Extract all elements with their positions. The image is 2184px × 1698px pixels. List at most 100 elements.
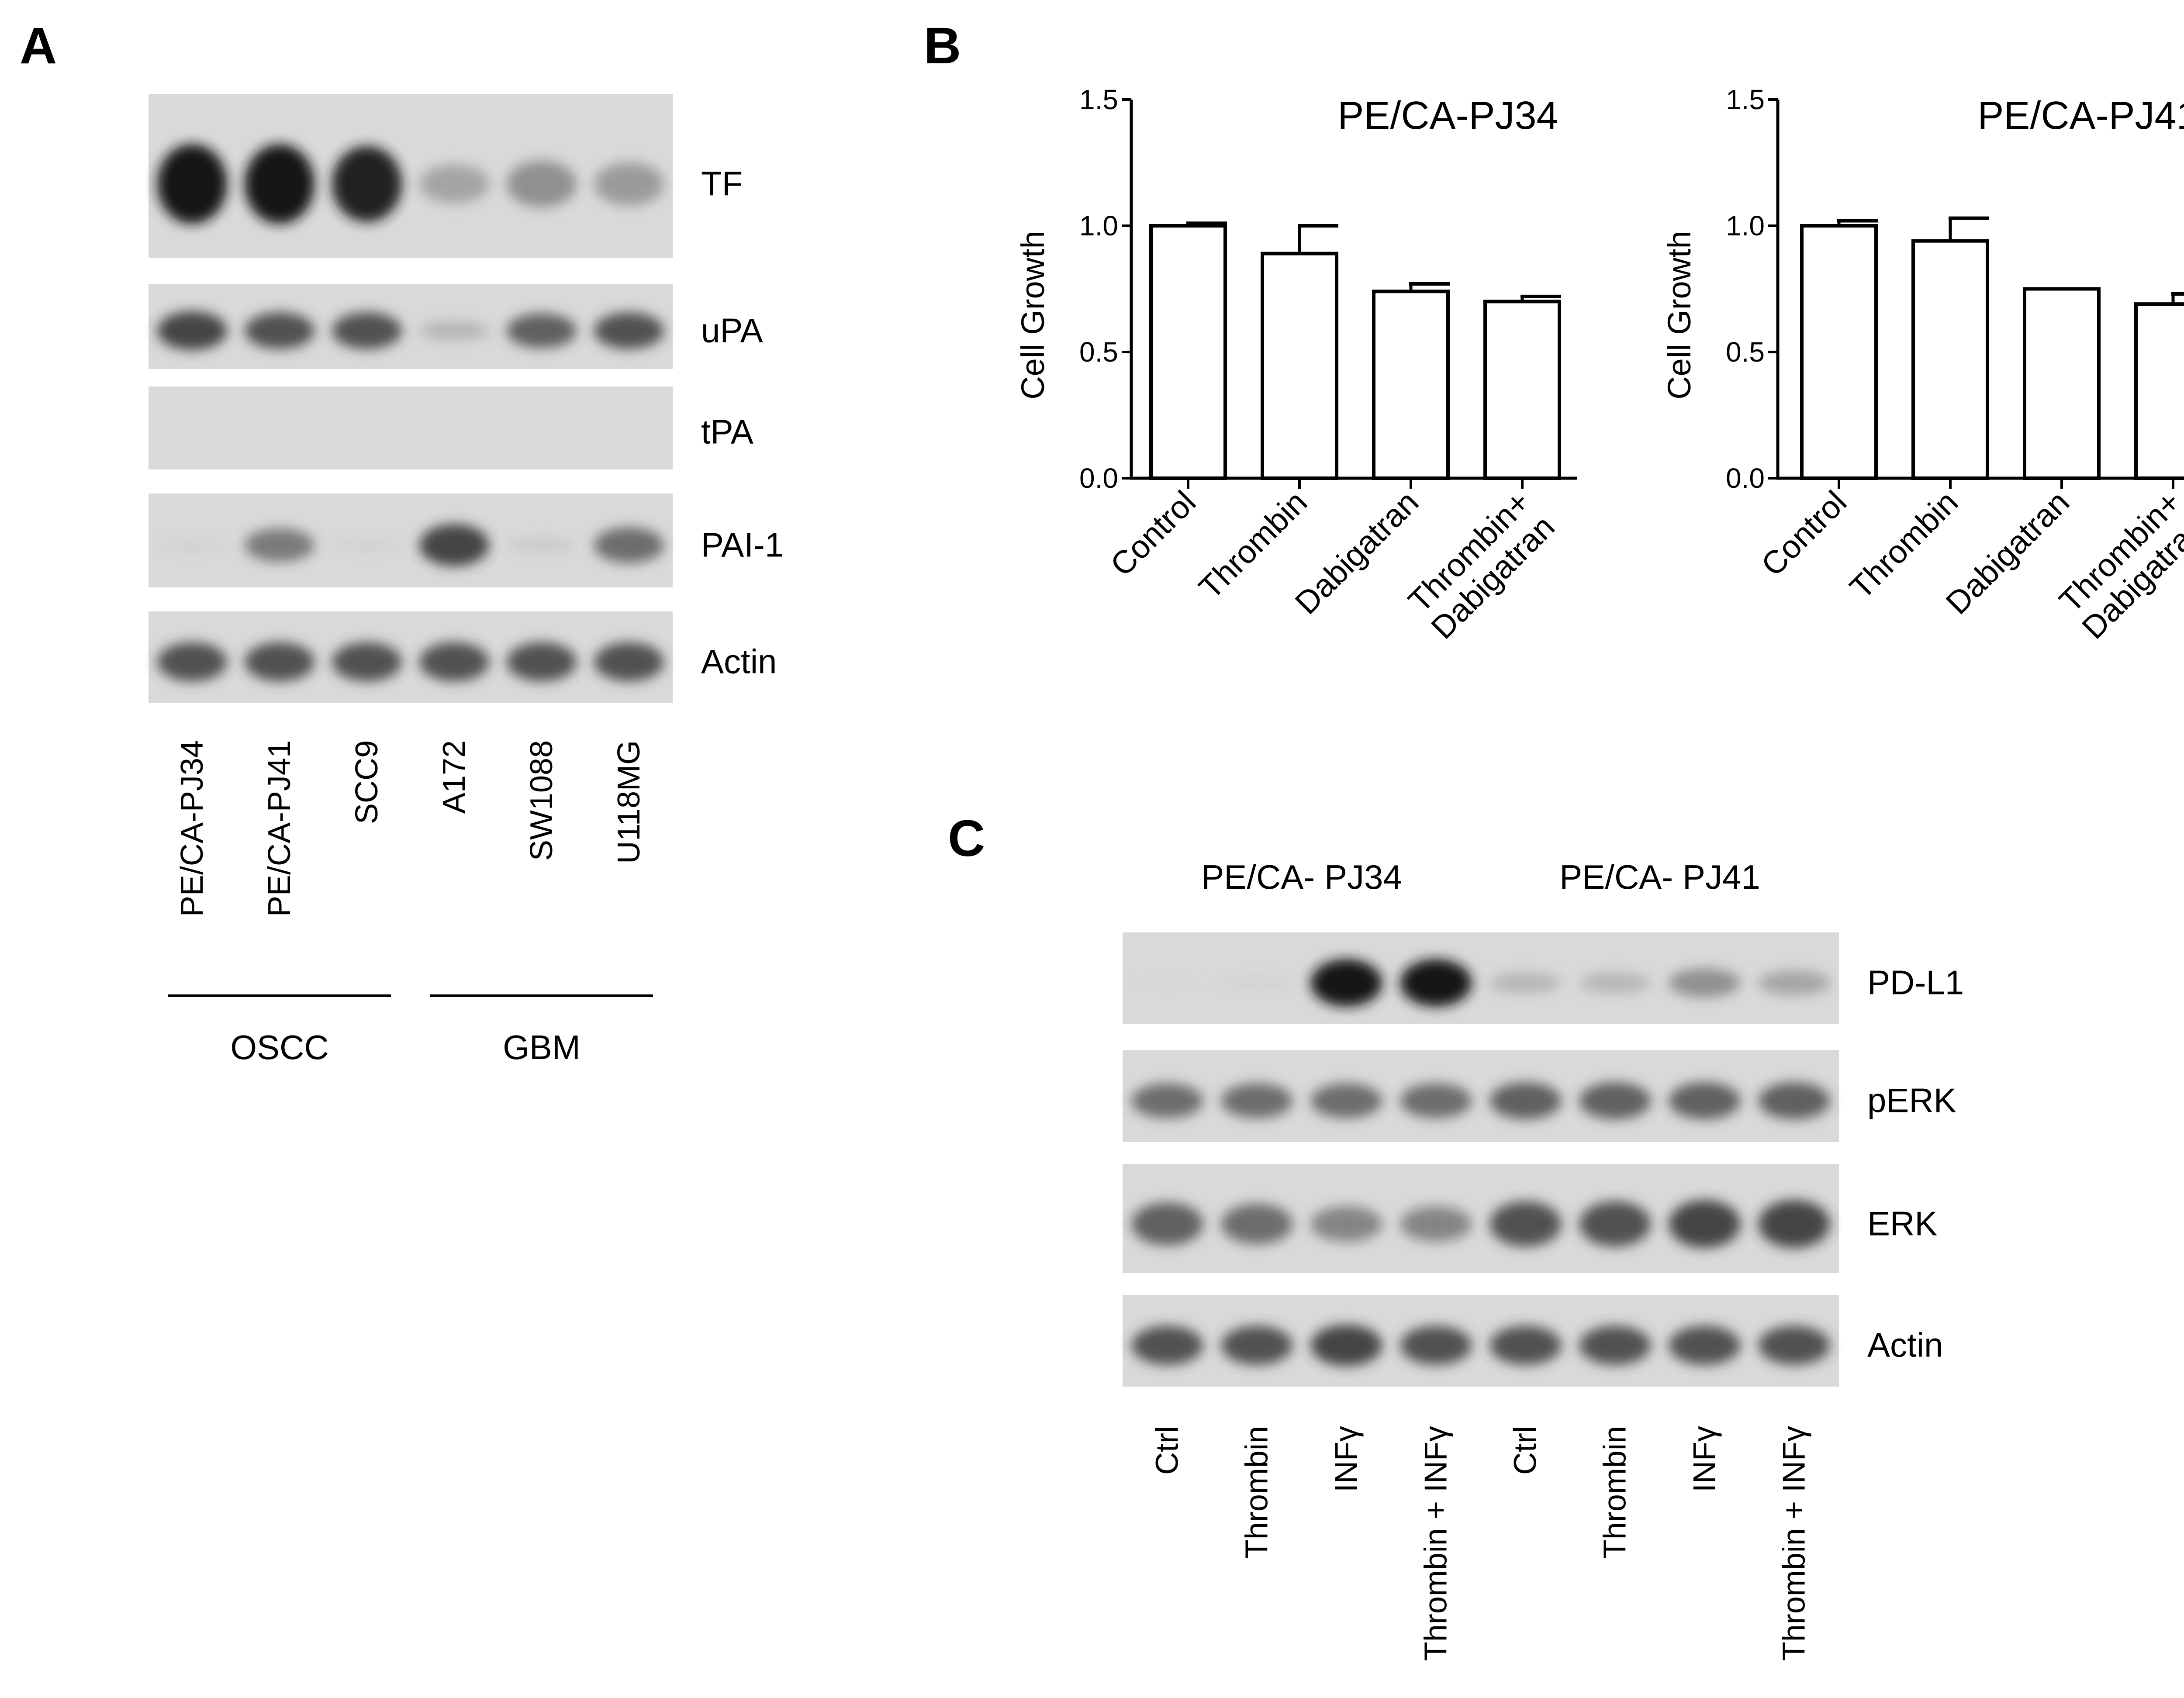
panel-c-band (1669, 1082, 1741, 1119)
panel-c-band (1489, 1082, 1562, 1119)
panel-c-band (1131, 1083, 1203, 1118)
bar (2134, 302, 2184, 480)
panel-c-band (1310, 1325, 1382, 1366)
panel-c-blot-erk: ERK (1123, 1164, 1937, 1273)
bar (1261, 252, 1338, 480)
panel-a-band (419, 321, 489, 341)
chart-title: PE/CA-PJ34 (1337, 94, 1558, 138)
panel-a-band (507, 642, 577, 682)
y-tick-label: 1.5 (1726, 84, 1765, 115)
panel-label-a: A (20, 17, 57, 75)
panel-a-band (419, 642, 489, 682)
panel-a-band (157, 144, 227, 224)
panel-c-band (1579, 1082, 1651, 1119)
panel-a-lane-label: PE/CA-PJ41 (262, 740, 297, 917)
panel-c-band (1758, 970, 1830, 995)
panel-c-band (1669, 1200, 1741, 1248)
panel-c-lane-label: Thrombin (1598, 1426, 1633, 1559)
panel-a-band (419, 164, 489, 204)
panel-a-blot-upa: uPA (149, 284, 763, 369)
panel-c-band (1310, 1083, 1382, 1118)
panel-c-lane-label: INFγ (1329, 1426, 1364, 1492)
panel-c-lane-label: Ctrl (1508, 1426, 1543, 1475)
panel-a-band (332, 642, 402, 682)
panel-c-group-label: PE/CA- PJ34 (1201, 858, 1402, 896)
bar (2023, 287, 2101, 480)
panel-a-blot-background (149, 611, 673, 703)
panel-c-lane-label: INFγ (1687, 1426, 1722, 1492)
panel-c-band (1758, 1200, 1830, 1248)
y-tick-label: 0.5 (1726, 336, 1765, 368)
bar-chart-1: PE/CA-PJ34 0.0 0.5 1.0 1.5 Cell Growth Control… (1015, 84, 1577, 646)
bar (1911, 239, 1989, 480)
y-axis-label: Cell Growth (1015, 231, 1051, 400)
panel-a-blot-actin: Actin (149, 611, 777, 703)
x-category-label: Control (1754, 484, 1853, 583)
panel-c-band (1131, 978, 1203, 988)
panel-c-band (1758, 1082, 1830, 1119)
y-axis-label: Cell Growth (1661, 231, 1697, 400)
panel-c-band (1400, 1083, 1472, 1118)
chart-title: PE/CA-PJ41 (1977, 94, 2184, 138)
panel-a-band-label: tPA (701, 413, 753, 451)
panel-c-band (1310, 959, 1382, 1007)
bar-chart-2: PE/CA-PJ41 0.0 0.5 1.0 1.5 Cell Growth Control… (1661, 84, 2184, 646)
x-category-label: Control (1103, 484, 1203, 583)
panel-c-band (1221, 1325, 1293, 1365)
panel-c-blot-perk: pERK (1123, 1050, 1956, 1142)
panel-a-band-label: Actin (701, 642, 777, 681)
panel-c-band-label: PD-L1 (1867, 963, 1964, 1002)
panel-a-band (332, 312, 402, 349)
panel-a-band (507, 313, 577, 349)
panel-a-lane-label: PE/CA-PJ34 (175, 740, 210, 917)
panel-label-b: B (924, 17, 961, 75)
panel-c-band (1131, 1202, 1203, 1246)
y-tick-label: 1.0 (1079, 210, 1118, 242)
bar (1372, 290, 1450, 480)
panel-a-band (507, 160, 577, 207)
panel-a-band (507, 538, 577, 552)
panel-a-blot-tpa: tPA (149, 387, 753, 469)
panel-c-band (1400, 1206, 1472, 1242)
panel-c-band (1489, 1325, 1562, 1365)
panel-a-band (594, 642, 664, 682)
panel-c-band (1131, 1325, 1203, 1365)
panel-a-blot-pai-1: PAI-1 (149, 494, 784, 587)
panel-a-band (157, 311, 227, 350)
bar (1149, 224, 1227, 480)
panel-c-lane-label: Thrombin + INFγ (1777, 1426, 1812, 1661)
panel-c-western-blot: PD-L1 pERK ERK Actin Ctrl Thrombin INFγ Thrombi… (1123, 858, 1964, 1661)
panel-a-band (157, 538, 227, 552)
panel-c-band-label: pERK (1867, 1081, 1956, 1120)
panel-a-blot-tf: TF (149, 94, 743, 258)
panel-c-blot-actin: Actin (1123, 1295, 1943, 1387)
panel-c-band (1310, 1206, 1382, 1242)
panel-a-group-label: GBM (503, 1028, 581, 1066)
y-tick-label: 0.5 (1079, 336, 1118, 368)
panel-c-lane-label: Thrombin (1240, 1426, 1275, 1559)
panel-b-bar-charts: PE/CA-PJ34 0.0 0.5 1.0 1.5 Cell Growth Control… (1015, 84, 2184, 646)
panel-a-band (332, 538, 402, 552)
panel-a-band (245, 528, 314, 562)
panel-c-blot-pd-l1: PD-L1 (1123, 932, 1964, 1024)
panel-a-band-label: TF (701, 164, 743, 203)
panel-a-band (245, 642, 314, 682)
panel-c-band (1669, 1325, 1741, 1365)
y-tick-label: 0.0 (1726, 462, 1765, 494)
panel-a-band (245, 144, 314, 224)
panel-a-blot-background (149, 94, 673, 258)
panel-a-band-label: PAI-1 (701, 525, 784, 564)
panel-c-band (1579, 972, 1651, 994)
panel-a-band-label: uPA (701, 311, 763, 349)
panel-a-group-label: OSCC (230, 1028, 328, 1066)
panel-a-band (419, 524, 489, 566)
panel-a-blot-background (149, 494, 673, 587)
panel-label-c: C (948, 810, 985, 867)
panel-a-lane-label: U118MG (612, 740, 646, 864)
panel-a-band (157, 642, 227, 682)
panel-a-band (594, 527, 664, 563)
panel-a-blot-background (149, 284, 673, 369)
panel-a-band (594, 312, 664, 349)
panel-a-lane-label: A172 (437, 740, 472, 814)
panel-c-band-label: ERK (1867, 1204, 1937, 1243)
